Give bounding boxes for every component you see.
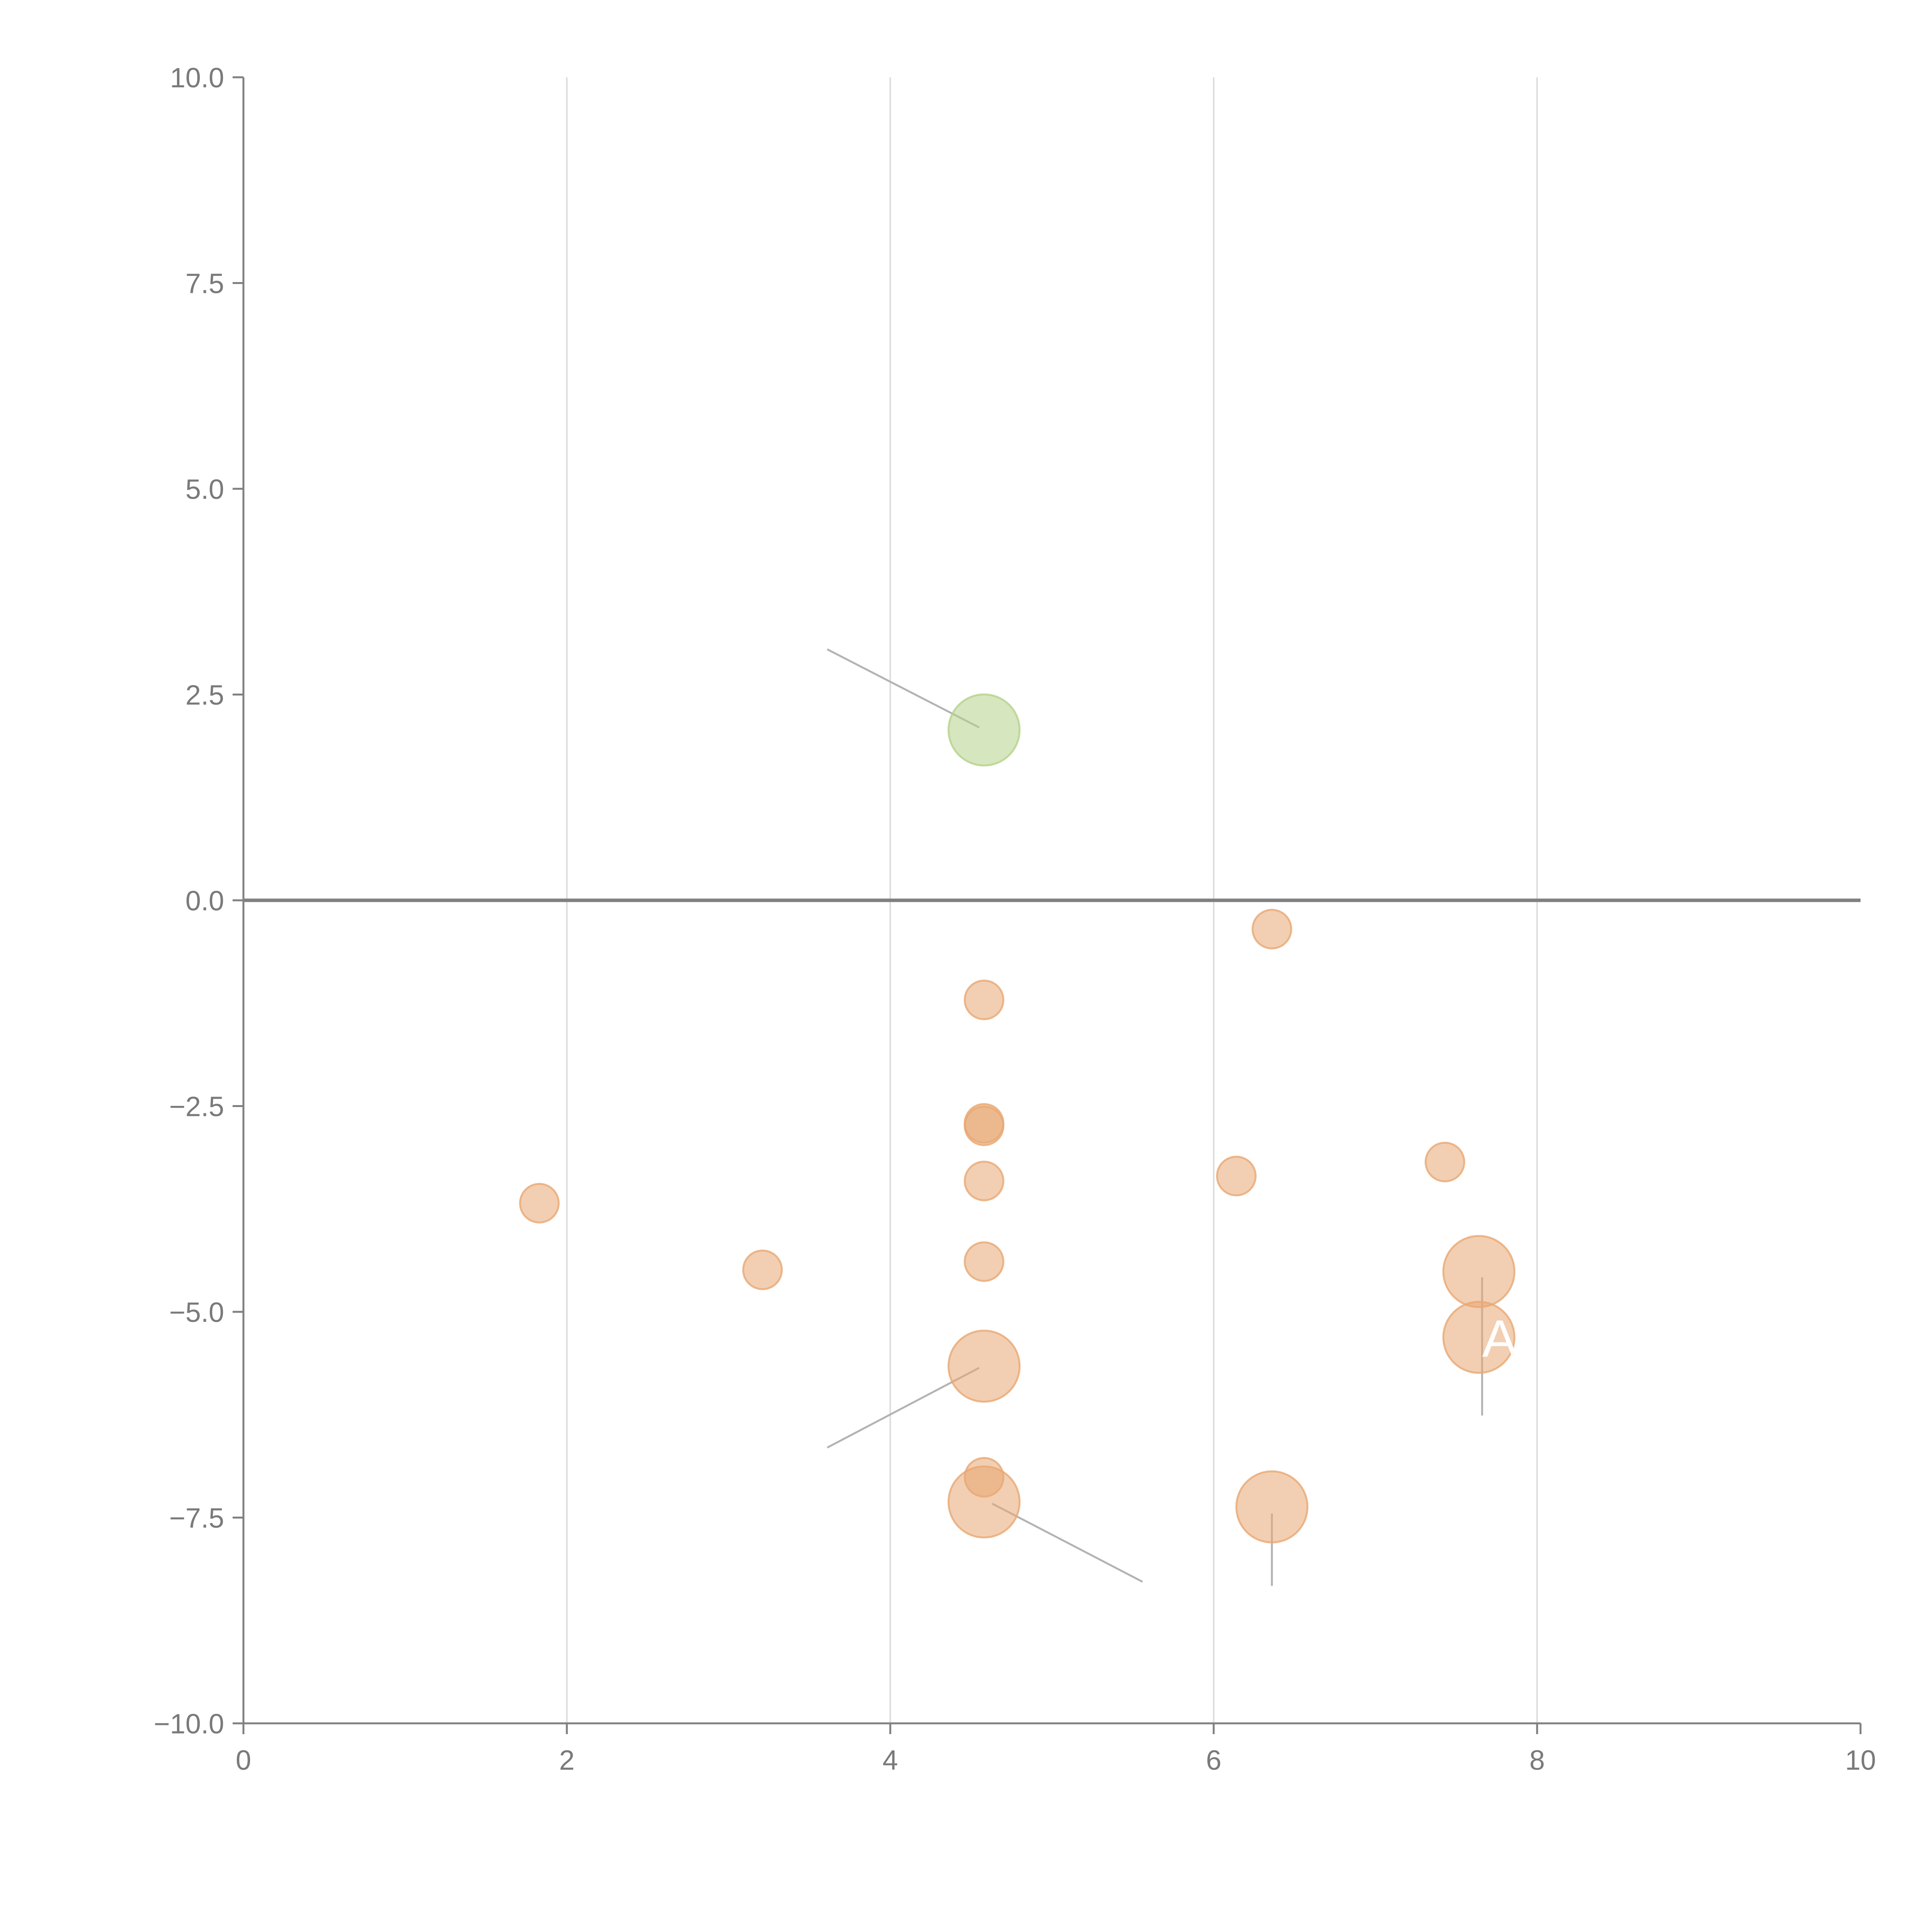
data-point-negative — [964, 980, 1005, 1020]
point-annotation: AI — [1482, 1309, 1532, 1368]
y-tick-label: −7.5 — [169, 1503, 224, 1534]
y-tick-label: 2.5 — [185, 680, 224, 711]
x-tick-label: 0 — [236, 1745, 251, 1776]
y-tick-label: −5.0 — [169, 1297, 224, 1328]
axes: 10.0 7.5 5.0 2.5 0.0 −2.5 −5.0 −7.5 −10.0 0 2 4 6 8 10 — [154, 63, 1876, 1776]
y-tick-label: 7.5 — [185, 269, 224, 299]
data-point-negative — [947, 1465, 1021, 1539]
data-point-negative — [964, 1160, 1005, 1201]
data-point-negative — [1252, 909, 1293, 950]
data-point-negative — [1216, 1156, 1257, 1197]
annotations: AI — [1482, 1309, 1532, 1368]
x-tick-label: 8 — [1529, 1745, 1545, 1776]
y-tick-label: −10.0 — [154, 1709, 224, 1740]
y-tick-label: −2.5 — [169, 1092, 224, 1122]
data-point-negative — [964, 1105, 1005, 1146]
data-points — [519, 693, 1515, 1544]
data-point-negative — [1424, 1141, 1465, 1182]
y-tick-label: 0.0 — [185, 886, 224, 917]
x-tick-label: 6 — [1206, 1745, 1221, 1776]
data-point-negative — [947, 1330, 1021, 1403]
data-point-positive — [947, 693, 1021, 767]
y-tick-label: 10.0 — [170, 63, 224, 94]
x-tick-label: 2 — [559, 1745, 575, 1776]
x-tick-label: 10 — [1845, 1745, 1876, 1776]
data-point-negative — [1235, 1470, 1309, 1544]
data-point-negative — [519, 1183, 560, 1224]
y-tick-label: 5.0 — [185, 474, 224, 505]
data-point-negative — [742, 1249, 783, 1290]
x-tick-label: 4 — [883, 1745, 898, 1776]
data-point-negative — [964, 1241, 1005, 1282]
data-point-negative — [1442, 1301, 1515, 1374]
data-point-negative — [1442, 1235, 1515, 1308]
